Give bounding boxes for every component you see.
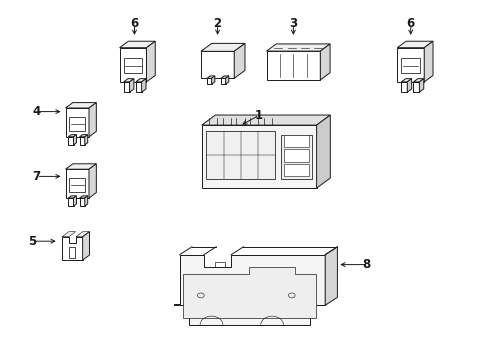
Polygon shape bbox=[211, 76, 214, 84]
Text: 3: 3 bbox=[289, 17, 297, 30]
Polygon shape bbox=[266, 44, 329, 51]
Polygon shape bbox=[80, 137, 84, 145]
Polygon shape bbox=[316, 115, 330, 188]
Polygon shape bbox=[136, 82, 142, 92]
Bar bbox=[284, 164, 308, 176]
Polygon shape bbox=[82, 232, 89, 260]
Polygon shape bbox=[225, 76, 228, 84]
Polygon shape bbox=[68, 198, 73, 206]
Polygon shape bbox=[146, 41, 155, 82]
Polygon shape bbox=[266, 51, 320, 80]
Polygon shape bbox=[320, 44, 329, 80]
Polygon shape bbox=[65, 164, 96, 169]
Polygon shape bbox=[65, 169, 89, 198]
Polygon shape bbox=[89, 103, 96, 137]
Polygon shape bbox=[89, 164, 96, 198]
Bar bbox=[284, 135, 308, 147]
Polygon shape bbox=[68, 196, 76, 198]
Bar bbox=[284, 149, 308, 162]
Polygon shape bbox=[119, 41, 155, 48]
Polygon shape bbox=[80, 198, 84, 206]
Polygon shape bbox=[80, 196, 87, 198]
Polygon shape bbox=[401, 79, 411, 82]
Polygon shape bbox=[80, 135, 87, 137]
Bar bbox=[206, 131, 275, 179]
Text: 6: 6 bbox=[130, 17, 138, 30]
Polygon shape bbox=[123, 82, 129, 92]
Polygon shape bbox=[206, 76, 214, 78]
Text: 7: 7 bbox=[33, 170, 41, 183]
Polygon shape bbox=[201, 51, 234, 78]
Polygon shape bbox=[142, 79, 146, 92]
Polygon shape bbox=[419, 79, 423, 92]
Text: 8: 8 bbox=[362, 258, 370, 271]
Text: 2: 2 bbox=[213, 17, 221, 30]
Polygon shape bbox=[412, 79, 423, 82]
Bar bbox=[281, 135, 311, 179]
Polygon shape bbox=[221, 78, 225, 84]
Polygon shape bbox=[325, 247, 337, 305]
Polygon shape bbox=[202, 115, 330, 125]
Polygon shape bbox=[65, 108, 89, 137]
Polygon shape bbox=[183, 267, 315, 318]
Polygon shape bbox=[73, 135, 76, 145]
Bar bbox=[69, 117, 85, 131]
Polygon shape bbox=[206, 78, 211, 84]
Bar bbox=[401, 58, 419, 73]
Polygon shape bbox=[62, 237, 82, 260]
Polygon shape bbox=[119, 48, 146, 82]
Text: 1: 1 bbox=[255, 109, 263, 122]
Polygon shape bbox=[68, 135, 76, 137]
Bar bbox=[123, 58, 142, 73]
Polygon shape bbox=[84, 196, 87, 206]
Polygon shape bbox=[424, 41, 432, 82]
Polygon shape bbox=[136, 79, 146, 82]
Polygon shape bbox=[396, 41, 432, 48]
Polygon shape bbox=[407, 79, 411, 92]
Polygon shape bbox=[234, 44, 244, 78]
Polygon shape bbox=[68, 137, 73, 145]
Polygon shape bbox=[173, 255, 325, 325]
Polygon shape bbox=[221, 76, 228, 78]
Polygon shape bbox=[65, 103, 96, 108]
Polygon shape bbox=[202, 125, 316, 188]
Polygon shape bbox=[73, 196, 76, 206]
Bar bbox=[69, 178, 85, 192]
Polygon shape bbox=[129, 79, 134, 92]
Polygon shape bbox=[201, 44, 244, 51]
Polygon shape bbox=[123, 79, 134, 82]
Polygon shape bbox=[84, 135, 87, 145]
Text: 4: 4 bbox=[33, 105, 41, 118]
Polygon shape bbox=[76, 232, 89, 237]
Bar bbox=[69, 247, 75, 258]
Polygon shape bbox=[396, 48, 424, 82]
Text: 5: 5 bbox=[28, 235, 36, 248]
Polygon shape bbox=[62, 232, 76, 237]
Text: 6: 6 bbox=[406, 17, 414, 30]
Polygon shape bbox=[412, 82, 419, 92]
Polygon shape bbox=[401, 82, 407, 92]
